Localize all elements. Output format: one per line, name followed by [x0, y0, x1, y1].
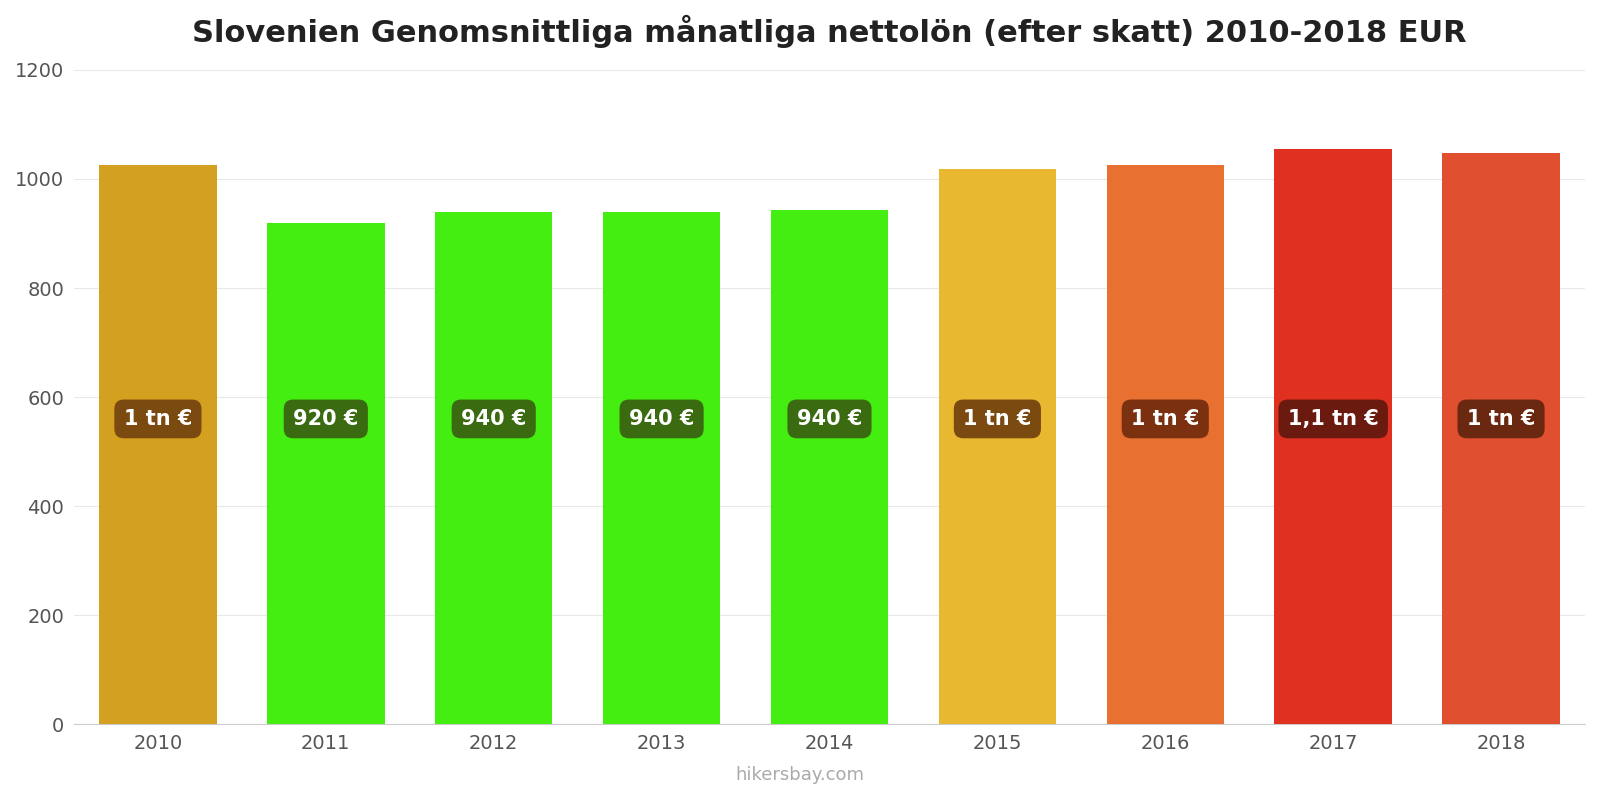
Bar — [1107, 166, 1224, 724]
Title: Slovenien Genomsnittliga månatliga nettolön (efter skatt) 2010-2018 EUR: Slovenien Genomsnittliga månatliga netto… — [192, 15, 1467, 48]
Text: 920 €: 920 € — [293, 409, 358, 429]
Bar — [1442, 153, 1560, 724]
Text: 940 €: 940 € — [461, 409, 526, 429]
Bar — [1274, 149, 1392, 724]
Bar — [435, 212, 552, 724]
Text: 1 tn €: 1 tn € — [1467, 409, 1536, 429]
Bar — [267, 222, 384, 724]
Bar — [603, 212, 720, 724]
Bar — [939, 169, 1056, 724]
Text: 1 tn €: 1 tn € — [963, 409, 1032, 429]
Text: 940 €: 940 € — [797, 409, 862, 429]
Text: hikersbay.com: hikersbay.com — [736, 766, 864, 784]
Text: 1 tn €: 1 tn € — [123, 409, 192, 429]
Bar — [99, 166, 216, 724]
Text: 1 tn €: 1 tn € — [1131, 409, 1200, 429]
Bar — [771, 210, 888, 724]
Text: 1,1 tn €: 1,1 tn € — [1288, 409, 1379, 429]
Text: 940 €: 940 € — [629, 409, 694, 429]
